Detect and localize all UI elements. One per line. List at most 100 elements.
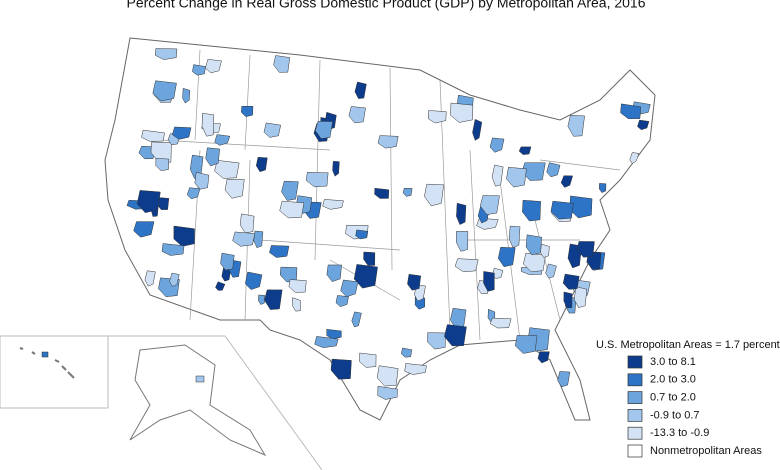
metro-area	[353, 264, 378, 289]
metro-area	[355, 229, 369, 240]
metro-area	[576, 241, 595, 258]
metro-area	[525, 234, 542, 256]
metro-area	[472, 118, 483, 141]
metro-area	[348, 106, 366, 124]
metro-area	[322, 199, 344, 210]
metro-area	[326, 329, 342, 339]
metro-area	[155, 157, 169, 171]
metro-area	[402, 187, 413, 197]
legend-title: U.S. Metropolitan Areas = 1.7 percent	[596, 339, 780, 351]
metro-area	[154, 48, 178, 60]
metro-area	[215, 281, 226, 291]
metro-area	[560, 175, 573, 188]
metro-area	[332, 161, 340, 177]
metro-area	[314, 336, 339, 348]
metro-area	[407, 274, 421, 291]
metro-areas	[126, 48, 651, 400]
metro-area	[377, 135, 399, 149]
metro-area	[454, 258, 479, 273]
metro-area	[288, 279, 307, 293]
metro-area	[550, 200, 574, 220]
metro-area	[427, 110, 447, 124]
metro-area	[450, 102, 474, 123]
metro-area	[620, 103, 641, 119]
metro-area	[427, 332, 446, 350]
us-outline	[104, 37, 656, 421]
legend-label: 3.0 to 8.1	[650, 356, 696, 368]
metro-area	[172, 126, 192, 140]
metro-area	[224, 178, 245, 199]
metro-area	[629, 152, 640, 164]
metro-area	[359, 352, 377, 368]
metro-area	[374, 187, 390, 199]
legend: U.S. Metropolitan Areas = 1.7 percent 3.…	[596, 339, 780, 458]
metro-area	[239, 213, 255, 234]
metro-area	[264, 289, 283, 310]
metro-area	[169, 272, 180, 287]
metro-area	[330, 358, 352, 380]
metro-area	[479, 195, 500, 215]
metro-area	[506, 167, 527, 188]
metro-area	[497, 247, 516, 268]
metro-area	[161, 243, 185, 256]
hawaii-inset	[0, 335, 109, 409]
legend-label: -0.9 to 0.7	[650, 409, 700, 421]
metro-area	[483, 271, 495, 292]
alaska	[129, 344, 267, 457]
metro-area	[182, 87, 191, 104]
metro-area	[573, 286, 588, 308]
metro-area	[279, 200, 305, 219]
legend-label: -13.3 to -0.9	[650, 427, 709, 439]
metro-area	[545, 263, 557, 279]
legend-swatch	[627, 391, 643, 404]
metro-area	[562, 273, 580, 290]
metro-area	[273, 55, 291, 73]
metro-area	[557, 371, 571, 388]
metro-area	[255, 156, 268, 173]
metro-area	[315, 121, 333, 139]
map-title: Percent Change in Real Gross Domestic Pr…	[126, 0, 645, 11]
metro-area	[546, 162, 561, 178]
metro-area	[269, 245, 290, 258]
legend-label: Nonmetropolitan Areas	[650, 445, 762, 457]
metro-area	[351, 311, 362, 328]
metro-area	[563, 291, 573, 309]
metro-area	[214, 134, 231, 146]
alaska-metro	[195, 375, 205, 383]
metro-area	[144, 270, 156, 287]
metro-area	[194, 171, 210, 190]
metro-area	[637, 119, 650, 131]
metro-area	[292, 297, 301, 312]
metro-area	[340, 279, 359, 298]
metro-area	[376, 365, 399, 387]
metro-area	[220, 252, 235, 271]
alaska-inset	[108, 335, 323, 470]
legend-label: 2.0 to 3.0	[650, 374, 696, 386]
metro-area	[136, 190, 161, 213]
metro-area	[537, 351, 550, 364]
legend-label: 0.7 to 2.0	[650, 392, 696, 404]
metro-area	[522, 199, 541, 222]
metro-area	[305, 172, 329, 188]
metro-area	[133, 221, 155, 238]
hawaii-metro	[41, 351, 49, 358]
metro-area	[186, 187, 201, 200]
metro-area	[456, 231, 469, 252]
metro-area	[173, 225, 195, 247]
metro-area	[400, 347, 413, 358]
metro-area	[508, 225, 521, 249]
legend-swatch	[627, 373, 643, 387]
metro-area	[205, 59, 222, 74]
metro-area	[241, 105, 254, 117]
metro-area	[335, 295, 349, 307]
hawaii-islands	[19, 347, 75, 379]
metro-area	[214, 160, 240, 179]
metro-area	[192, 64, 206, 76]
metro-area	[518, 146, 532, 155]
legend-swatch	[627, 355, 643, 369]
metro-area	[244, 271, 263, 290]
metro-area	[489, 137, 505, 153]
metro-area	[514, 335, 538, 354]
metro-area	[281, 180, 299, 201]
